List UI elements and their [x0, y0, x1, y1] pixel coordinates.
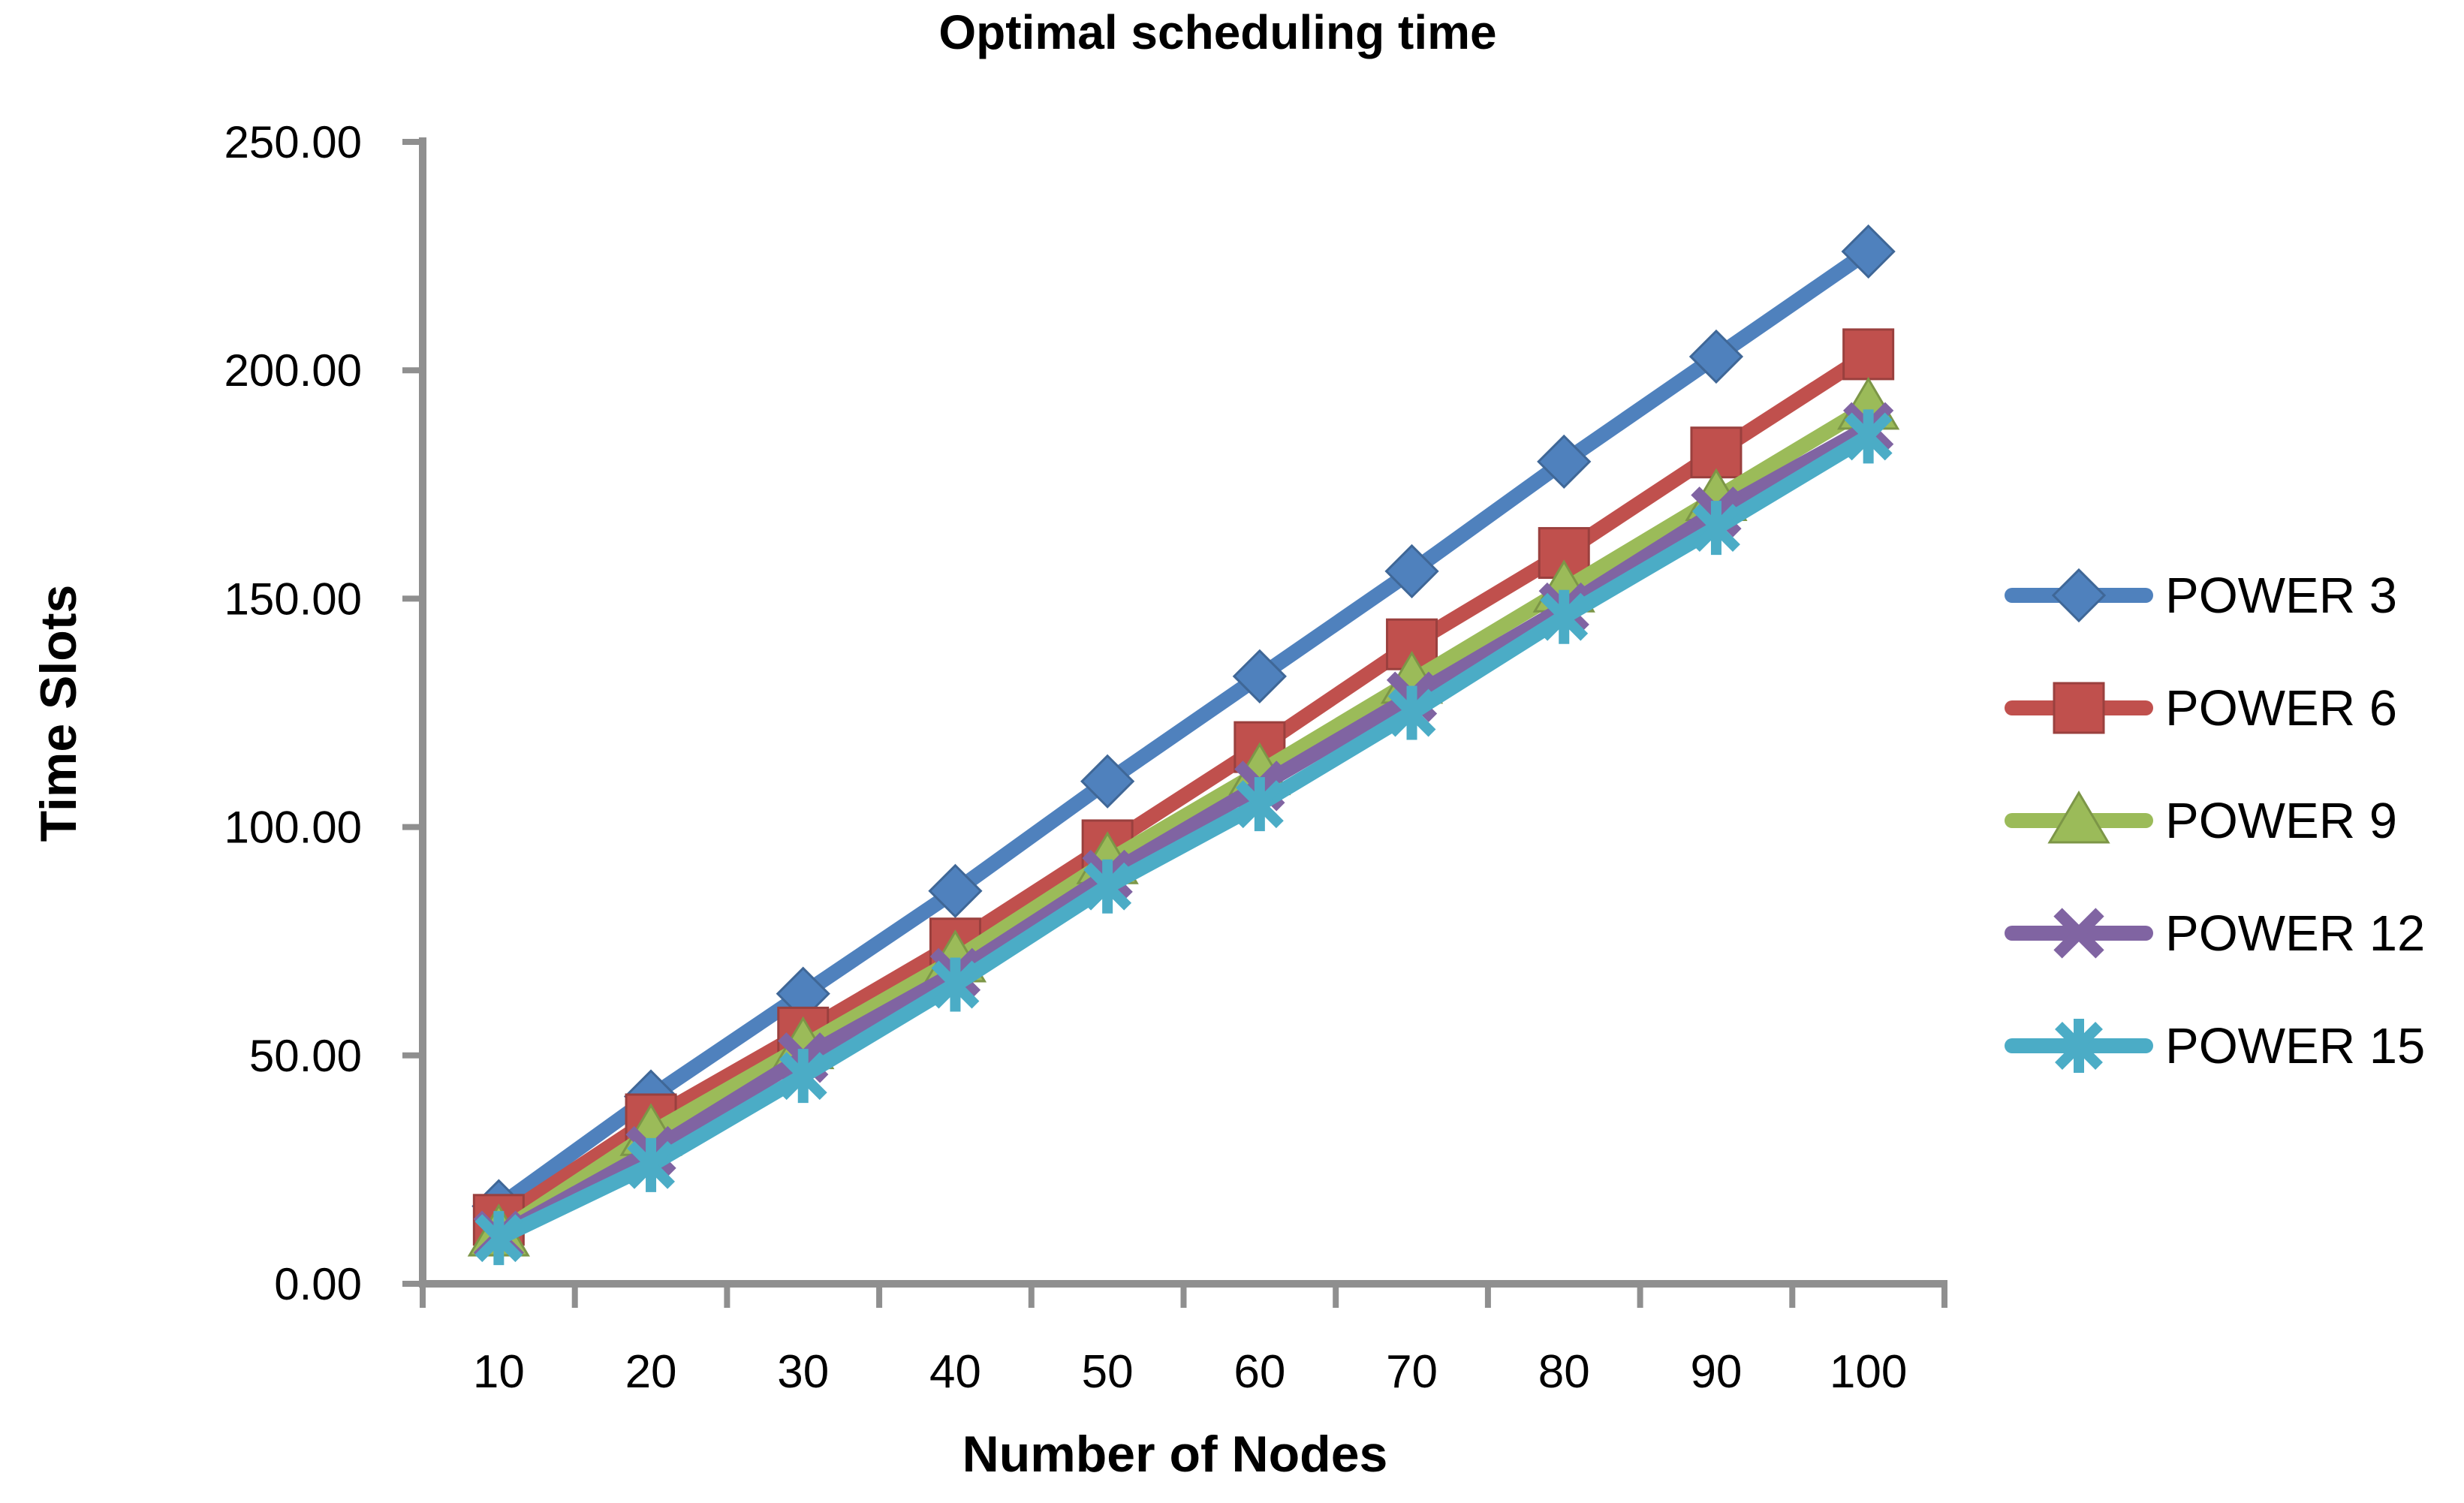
- series-line-power-9: [494, 400, 1872, 1240]
- y-tick-label: 100.00: [224, 803, 362, 853]
- series-line-power-3: [494, 245, 1873, 1212]
- legend-label-power-12: POWER 12: [2165, 905, 2425, 962]
- series-marker-power-3: [1688, 329, 1744, 384]
- x-tick-label: 100: [1830, 1346, 1907, 1398]
- y-tick-label: 250.00: [224, 117, 362, 167]
- x-tick-label: 70: [1386, 1346, 1438, 1398]
- chart-title: Optimal scheduling time: [938, 5, 1497, 59]
- series-marker-power-3: [1080, 754, 1135, 809]
- series-line-power-12: [495, 420, 1872, 1242]
- legend-item-power-3: POWER 3: [2005, 568, 2397, 624]
- series-marker-power-3: [1232, 649, 1287, 703]
- legend-marker-power-3: [2051, 568, 2107, 623]
- x-tick-label: 50: [1082, 1346, 1134, 1398]
- y-tick-label: 150.00: [224, 574, 362, 624]
- series-marker-power-3: [1537, 434, 1592, 489]
- x-tick-label: 60: [1234, 1346, 1285, 1398]
- legend-label-power-6: POWER 6: [2165, 680, 2397, 736]
- x-tick-label: 90: [1690, 1346, 1742, 1398]
- legend-marker-power-12: [2053, 908, 2104, 959]
- x-tick-label: 40: [929, 1346, 981, 1398]
- x-tick-label: 10: [473, 1346, 525, 1398]
- series-marker-power-3: [928, 863, 983, 918]
- series-marker-power-3: [1384, 544, 1439, 599]
- x-tick-label: 20: [625, 1346, 677, 1398]
- series-marker-power-15: [1540, 589, 1589, 644]
- series-marker-power-6: [1842, 328, 1895, 381]
- y-tick-label: 50.00: [249, 1031, 362, 1081]
- legend-label-power-3: POWER 3: [2165, 568, 2397, 624]
- y-tick-label: 0.00: [274, 1259, 362, 1309]
- series-line-power-15: [496, 429, 1872, 1245]
- series-marker-power-15: [474, 1211, 523, 1266]
- y-axis-title: Time Slots: [30, 584, 87, 842]
- series-marker-power-15: [1387, 685, 1436, 740]
- series-marker-power-15: [1844, 409, 1893, 464]
- y-tick-label: 200.00: [224, 345, 362, 396]
- series-marker-power-15: [627, 1137, 675, 1192]
- x-tick-label: 30: [777, 1346, 829, 1398]
- series-line-power-6: [494, 348, 1873, 1227]
- series-marker-power-3: [1841, 224, 1896, 279]
- series-marker-power-15: [1235, 777, 1284, 832]
- x-tick-label: 80: [1538, 1346, 1590, 1398]
- series-marker-power-15: [1692, 501, 1740, 556]
- series-marker-power-15: [779, 1049, 827, 1104]
- series-marker-power-15: [1083, 859, 1132, 914]
- series-marker-power-15: [931, 957, 980, 1012]
- legend-item-power-12: POWER 12: [2005, 905, 2425, 962]
- legend-marker-power-15: [2055, 1019, 2103, 1073]
- legend-label-power-9: POWER 9: [2165, 793, 2397, 849]
- x-axis-title: Number of Nodes: [962, 1426, 1388, 1483]
- legend-marker-power-9: [2047, 791, 2110, 844]
- legend-marker-power-6: [2053, 682, 2105, 734]
- legend-label-power-15: POWER 15: [2165, 1018, 2425, 1074]
